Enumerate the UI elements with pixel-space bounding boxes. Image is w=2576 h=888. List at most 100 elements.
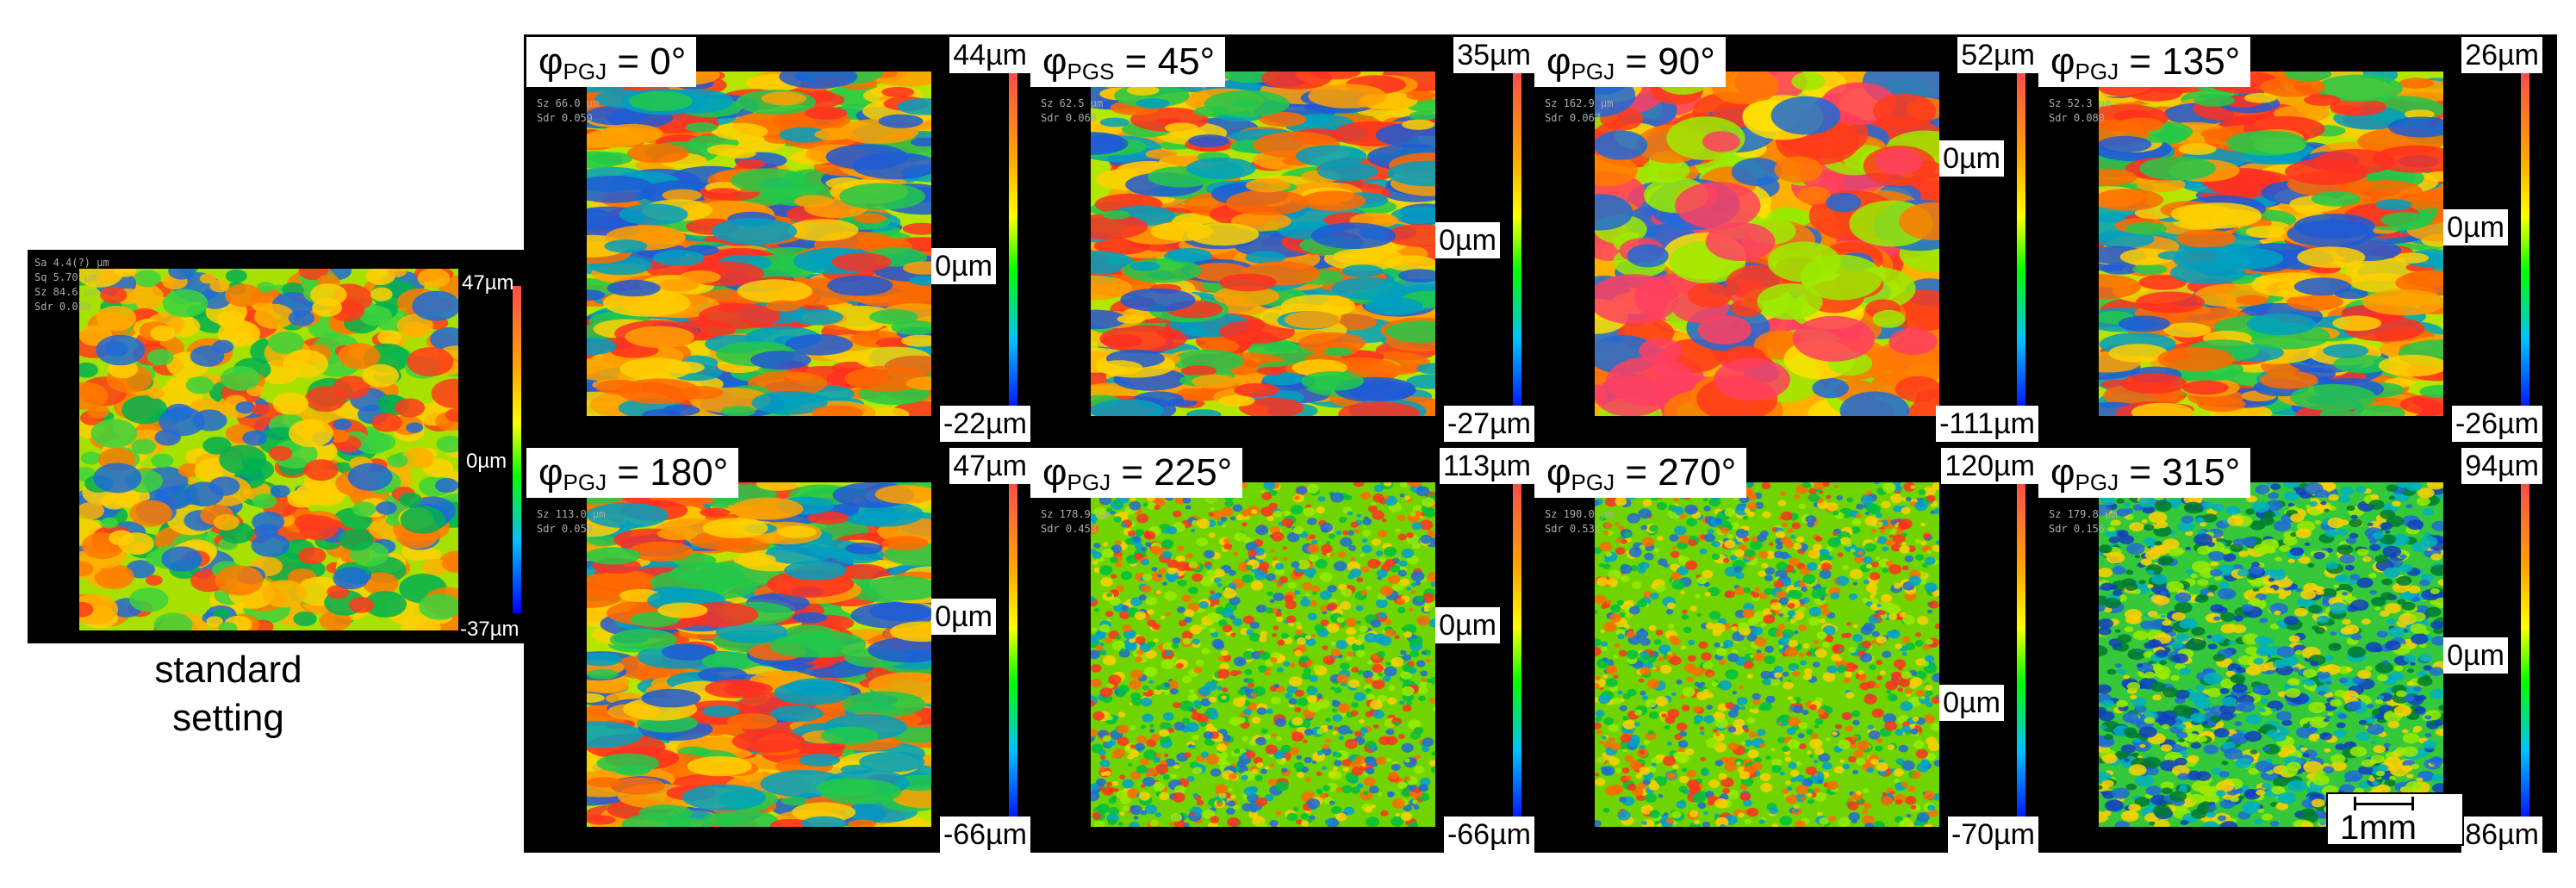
surface-blob <box>661 643 716 661</box>
surface-blob <box>1406 532 1414 538</box>
phi-symbol: φ <box>538 40 563 83</box>
surface-blob <box>793 195 834 208</box>
surface-blob <box>1159 792 1170 801</box>
surface-blob <box>352 501 376 517</box>
surface-blob <box>1184 609 1195 618</box>
surface-blob <box>1216 751 1228 761</box>
surface-blob <box>288 309 315 326</box>
surface-blob <box>1932 482 1939 491</box>
surface-blob <box>1255 525 1269 536</box>
surface-map <box>587 482 931 827</box>
surface-blob <box>1233 551 1239 556</box>
surface-blob <box>1708 779 1720 788</box>
surface-blob <box>1370 745 1378 752</box>
surface-blob <box>100 517 118 529</box>
surface-blob <box>154 429 181 446</box>
surface-blob <box>2245 225 2286 239</box>
surface-blob <box>1303 668 1312 674</box>
surface-blob <box>387 454 408 468</box>
surface-blob <box>779 71 858 89</box>
surface-blob <box>1195 704 1202 710</box>
surface-blob <box>1419 519 1434 531</box>
surface-blob <box>1735 572 1745 580</box>
surface-blob <box>1135 636 1146 644</box>
surface-blob <box>1340 601 1352 610</box>
panel-param: Sz 66.0 µm <box>537 97 600 109</box>
surface-blob <box>1159 729 1170 737</box>
surface-blob <box>2388 116 2443 138</box>
surface-blob <box>1091 664 1102 673</box>
surface-blob <box>1813 787 1820 793</box>
surface-blob <box>1687 283 1733 308</box>
surface-blob <box>1388 772 1399 779</box>
surface-blob <box>868 672 931 698</box>
surface-blob <box>1338 516 1347 524</box>
surface-blob <box>868 637 931 663</box>
surface-blob <box>319 611 352 630</box>
surface-blob <box>604 239 648 253</box>
surface-blob <box>1365 688 1372 693</box>
surface-blob <box>1164 591 1177 601</box>
surface-blob <box>2163 322 2212 338</box>
surface-blob <box>1404 495 1410 500</box>
surface-blob <box>1862 815 1875 825</box>
surface-blob <box>1292 525 1304 535</box>
surface-blob <box>1400 811 1413 822</box>
surface-blob <box>1423 608 1429 612</box>
surface-blob <box>1173 702 1181 709</box>
surface-blob <box>1826 192 1862 213</box>
surface-blob <box>1167 728 1175 733</box>
surface-blob <box>1744 739 1753 747</box>
surface-blob <box>701 651 762 671</box>
surface-blob <box>1598 562 1604 568</box>
surface-blob <box>1150 221 1213 241</box>
surface-blob <box>1348 679 1360 688</box>
surface-blob <box>641 688 701 708</box>
surface-blob <box>1337 551 1347 558</box>
surface-blob <box>1608 736 1615 742</box>
surface-blob <box>1120 571 1133 581</box>
surface-blob <box>1322 766 1327 770</box>
surface-blob <box>1807 750 1812 754</box>
surface-blob <box>1121 605 1129 612</box>
surface-blob <box>256 282 275 294</box>
surface-blob <box>1229 670 1239 677</box>
surface-blob <box>1294 649 1303 656</box>
phi-symbol: φ <box>538 451 563 494</box>
surface-blob <box>1211 510 1224 520</box>
surface-blob <box>1429 697 1435 704</box>
surface-blob <box>1797 733 1805 739</box>
surface-blob <box>1096 360 1143 376</box>
surface-blob <box>1373 633 1386 643</box>
phi-subscript: PGJ <box>563 59 607 84</box>
surface-blob <box>131 438 156 455</box>
surface-blob <box>370 287 393 301</box>
surface-blob <box>750 351 812 370</box>
surface-blob <box>629 91 693 111</box>
surface-blob <box>1404 758 1410 763</box>
surface-blob <box>1879 528 1886 534</box>
surface-blob <box>1216 583 1223 587</box>
surface-blob <box>1302 596 1308 600</box>
surface-blob <box>1117 736 1129 747</box>
surface-blob <box>1167 559 1179 568</box>
surface-blob <box>1765 695 1776 704</box>
surface-blob <box>1295 630 1304 636</box>
surface-blob <box>217 320 261 347</box>
surface-blob <box>1851 526 1861 534</box>
surface-blob <box>1291 717 1304 726</box>
surface-blob <box>1200 698 1211 706</box>
surface-blob <box>1255 736 1266 746</box>
surface-blob <box>1360 727 1368 734</box>
surface-blob <box>1127 530 1136 537</box>
surface-blob <box>1391 798 1406 809</box>
surface-map <box>1091 71 1435 416</box>
surface-blob <box>1246 629 1254 636</box>
surface-blob <box>720 406 756 416</box>
surface-blob <box>1129 749 1140 758</box>
surface-panel: Sz 178.9 µm Sdr 0.453 φPGJ = 225° 113µm 0µm -… <box>1030 448 1534 853</box>
surface-blob <box>1351 701 1359 708</box>
surface-blob <box>1386 697 1397 705</box>
surface-blob <box>1143 531 1156 540</box>
surface-blob <box>1104 637 1112 643</box>
